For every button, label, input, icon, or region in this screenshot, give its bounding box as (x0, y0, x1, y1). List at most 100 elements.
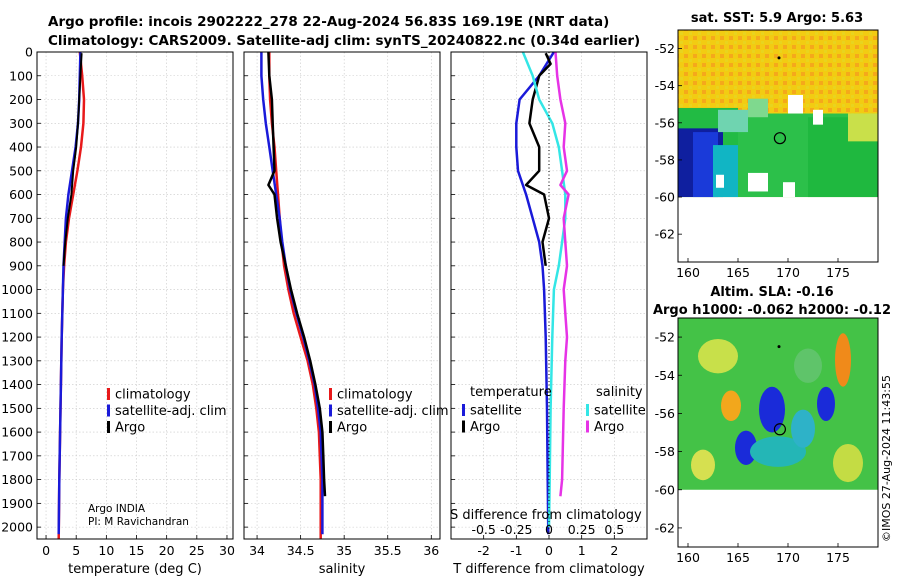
sla-eddy (721, 390, 741, 422)
salinity-xtick-label: 34.5 (287, 543, 315, 558)
page-title-line2: Climatology: CARS2009. Satellite-adj cli… (48, 33, 641, 49)
map-ytick-label: -62 (655, 227, 675, 242)
legend-swatch (462, 404, 465, 416)
depth-tick-label: 1500 (1, 401, 33, 416)
map-xtick-label: 175 (826, 265, 850, 280)
legend-label: satellite (470, 404, 522, 419)
difference-series-salinity-satellite (521, 51, 567, 528)
map-ytick-label: -54 (655, 368, 675, 383)
sla-map-title: Altim. SLA: -0.16 (710, 285, 833, 300)
depth-tick-label: 1200 (1, 330, 33, 345)
map-ytick-label: -60 (655, 482, 675, 497)
legend-swatch (462, 420, 465, 433)
legend-label: climatology (337, 388, 413, 403)
temperature-xtick-label: 30 (219, 543, 235, 558)
map-xtick-label: 170 (776, 265, 800, 280)
salinity-x-axis-label: salinity (319, 562, 366, 577)
legend-title-salinity: salinity (596, 385, 643, 400)
sst-color-patch (748, 98, 768, 118)
sst-argo-marker (773, 132, 787, 145)
sla-eddy (833, 443, 863, 483)
legend-label: Argo (470, 420, 500, 435)
sst-small-marker (777, 56, 781, 60)
depth-tick-label: 100 (9, 68, 33, 83)
legend-label: climatology (115, 388, 191, 403)
legend-label: satellite-adj. clim (337, 404, 449, 419)
temperature-x-axis-label: temperature (deg C) (68, 562, 202, 577)
sla-argo-marker (773, 423, 787, 436)
depth-tick-label: 2000 (1, 520, 33, 535)
salinity-xtick-label: 35.5 (374, 543, 402, 558)
depth-tick-label: 1400 (1, 377, 33, 392)
difference-xtick-label: -1 (510, 543, 522, 558)
salinity-xtick-label: 35 (336, 543, 352, 558)
map-ytick-label: -56 (655, 115, 675, 130)
sla-eddy (698, 338, 738, 374)
legend-label: Argo (594, 420, 624, 435)
difference-xtick-label: 0 (545, 543, 553, 558)
sst-color-patch (718, 109, 748, 133)
depth-tick-label: 1100 (1, 306, 33, 321)
map-xtick-label: 160 (676, 265, 700, 280)
legend-swatch (107, 421, 110, 433)
difference-series-salinity-argo (554, 51, 570, 497)
salinity-xtick-label: 36 (423, 543, 439, 558)
depth-tick-label: 600 (9, 187, 33, 202)
sla-eddy (835, 333, 851, 387)
map-ytick-label: -58 (655, 444, 675, 459)
salinity-plot-area (244, 52, 440, 539)
depth-tick-label: 700 (9, 211, 33, 226)
secondary-tick-label: 0.5 (604, 522, 624, 537)
legend-swatch (586, 420, 589, 433)
sst-map-title: sat. SST: 5.9 Argo: 5.63 (691, 11, 863, 26)
map-xtick-label: 160 (676, 550, 700, 565)
sst-missing-data (716, 174, 724, 188)
difference-xtick-label: 1 (578, 543, 586, 558)
depth-tick-label: 200 (9, 92, 33, 107)
temperature-xtick-label: 5 (72, 543, 80, 558)
legend-label: satellite (594, 404, 646, 419)
depth-tick-label: 1300 (1, 353, 33, 368)
legend-title-temperature: temperature (470, 385, 552, 400)
sst-missing-data (783, 182, 795, 198)
secondary-tick-label: 0.25 (568, 522, 596, 537)
sst-map-frame (677, 29, 879, 263)
difference-x-axis-label: T difference from climatology (452, 562, 645, 577)
map-ytick-label: -54 (655, 78, 675, 93)
map-ytick-label: -62 (655, 520, 675, 535)
secondary-tick-label: -0.5 (471, 522, 495, 537)
salinity-frame (243, 51, 441, 540)
sla-eddy (817, 386, 835, 422)
depth-tick-label: 1600 (1, 425, 33, 440)
depth-tick-label: 1700 (1, 448, 33, 463)
sla-eddy (794, 348, 822, 383)
salinity-xtick-label: 34 (249, 543, 265, 558)
sla-eddy (759, 386, 785, 433)
sla-eddy (691, 449, 715, 481)
annotation-line2: PI: M Ravichandran (88, 516, 189, 528)
difference-series-temperature-satellite (515, 51, 555, 535)
map-xtick-label: 175 (826, 550, 850, 565)
depth-tick-label: 500 (9, 163, 33, 178)
depth-tick-label: 300 (9, 116, 33, 131)
map-xtick-label: 165 (726, 550, 750, 565)
temperature-xtick-label: 10 (98, 543, 114, 558)
depth-tick-label: 1800 (1, 472, 33, 487)
legend-swatch (329, 404, 332, 417)
depth-tick-label: 400 (9, 140, 33, 155)
temperature-xtick-label: 0 (42, 543, 50, 558)
temperature-frame (36, 51, 234, 540)
sst-color-patch (848, 113, 878, 142)
map-ytick-label: -60 (655, 190, 675, 205)
map-xtick-label: 165 (726, 265, 750, 280)
legend-swatch (107, 404, 110, 417)
depth-tick-label: 800 (9, 235, 33, 250)
difference-series-temperature-argo (524, 52, 552, 266)
temperature-xtick-label: 25 (189, 543, 205, 558)
temperature-plot-area (37, 52, 233, 539)
secondary-tick-label: 0 (545, 522, 553, 537)
sst-missing-data (748, 172, 768, 192)
map-ytick-label: -58 (655, 152, 675, 167)
legend-swatch (586, 404, 589, 416)
